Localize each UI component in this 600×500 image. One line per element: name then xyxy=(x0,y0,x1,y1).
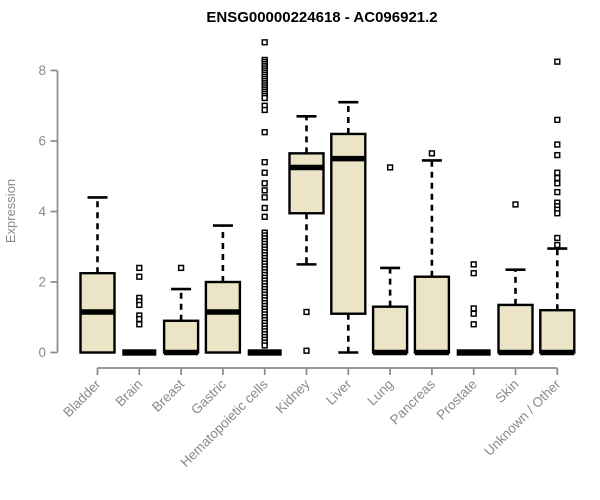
chart-title: ENSG00000224618 - AC096921.2 xyxy=(206,9,437,26)
outlier-point xyxy=(261,204,268,212)
outlier-point xyxy=(470,321,477,328)
boxplot-brain xyxy=(122,264,157,356)
x-tick-label: Bladder xyxy=(60,376,104,420)
outlier-point xyxy=(303,347,310,354)
outlier-point xyxy=(261,187,268,194)
outlier-point xyxy=(554,169,561,176)
outlier-point xyxy=(554,180,561,187)
outlier-point xyxy=(261,39,268,46)
boxplot-gastric xyxy=(204,224,242,354)
outlier-point xyxy=(554,151,561,159)
x-tick-label: Skin xyxy=(492,377,521,406)
outlier-point xyxy=(470,305,477,312)
y-tick-label: 0 xyxy=(38,345,46,360)
outlier-point xyxy=(261,129,268,136)
boxplot-skin xyxy=(497,201,534,356)
box-iqr xyxy=(539,309,576,354)
flat-bar xyxy=(456,349,491,356)
outlier-point xyxy=(261,169,268,176)
y-axis: 0 2 4 6 8 xyxy=(38,63,59,360)
boxplot-prostate xyxy=(456,261,491,356)
outlier-point xyxy=(136,273,143,280)
boxplot-pancreas xyxy=(413,150,451,356)
x-tick-label: Prostate xyxy=(434,377,480,423)
outlier-point xyxy=(470,270,477,277)
box-iqr xyxy=(413,275,451,354)
outlier-point xyxy=(428,150,436,157)
y-axis-label: Expression xyxy=(3,179,18,243)
y-tick-label: 8 xyxy=(38,63,46,78)
outlier-point xyxy=(470,261,477,268)
outlier-point xyxy=(136,315,143,323)
x-tick-label: Gastric xyxy=(188,376,229,417)
boxplot-breast xyxy=(162,264,200,356)
box-iqr xyxy=(330,132,367,315)
outlier-point xyxy=(261,94,268,102)
x-tick-label: Liver xyxy=(323,376,355,408)
boxplot-kidney xyxy=(288,115,325,354)
outlier-point xyxy=(177,264,185,272)
outlier-point xyxy=(554,210,561,217)
flat-bar xyxy=(122,349,157,356)
flat-bar xyxy=(247,349,282,356)
outlier-point xyxy=(136,321,143,328)
outlier-point xyxy=(136,264,143,272)
boxplot-liver xyxy=(330,100,367,354)
boxes-layer xyxy=(79,39,576,356)
y-tick-label: 2 xyxy=(38,275,46,290)
outlier-point xyxy=(554,58,561,65)
outlier-point xyxy=(303,308,310,316)
x-tick-label: Breast xyxy=(149,376,187,414)
boxplot-unknown-other xyxy=(539,58,576,356)
box-iqr xyxy=(497,303,534,354)
boxplot-lung xyxy=(371,164,409,356)
boxplot-bladder xyxy=(79,196,116,354)
outlier-point xyxy=(261,213,268,220)
outlier-point xyxy=(261,180,268,187)
x-tick-label: Pancreas xyxy=(387,376,438,427)
outlier-point xyxy=(554,116,561,123)
y-tick-label: 4 xyxy=(38,204,46,219)
outlier-point xyxy=(261,342,268,349)
box-iqr xyxy=(288,152,325,215)
outlier-point xyxy=(554,141,561,148)
y-tick-label: 6 xyxy=(38,134,46,149)
box-iqr xyxy=(162,319,200,354)
x-tick-label: Unknown / Other xyxy=(481,376,564,459)
boxplot-hematopoietic-cells xyxy=(247,39,282,356)
box-iqr xyxy=(371,305,409,354)
outlier-point xyxy=(470,310,477,317)
outlier-point xyxy=(554,188,561,196)
x-tick-label: Brain xyxy=(113,377,146,410)
x-tick-label: Kidney xyxy=(273,376,313,416)
outlier-point xyxy=(512,201,519,208)
outlier-point xyxy=(554,174,561,182)
outlier-point xyxy=(554,234,561,242)
outlier-point xyxy=(386,164,394,171)
outlier-point xyxy=(554,241,561,249)
outlier-point xyxy=(261,194,268,201)
outlier-point xyxy=(136,301,143,309)
outlier-point xyxy=(261,159,268,166)
x-tick-label: Lung xyxy=(364,377,396,409)
box-iqr xyxy=(204,280,242,354)
outlier-point xyxy=(261,106,268,114)
